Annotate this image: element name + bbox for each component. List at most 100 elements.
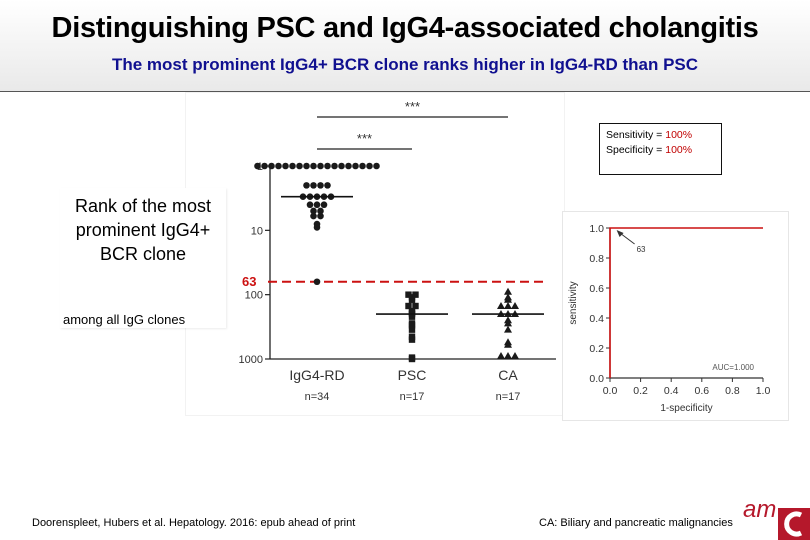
scatter-chart: 1101001000IgG4-RDn=34PSCn=17CAn=17******… <box>239 99 556 403</box>
data-point <box>408 296 416 303</box>
data-point <box>504 295 512 303</box>
amc-logo: am <box>741 493 810 540</box>
data-point <box>317 212 324 220</box>
data-point <box>366 162 373 170</box>
roc-auc-label: AUC=1.000 <box>712 363 754 372</box>
data-point <box>408 336 416 343</box>
data-point <box>511 301 519 309</box>
data-point <box>408 326 416 333</box>
data-point <box>504 319 512 327</box>
data-point <box>275 162 282 170</box>
roc-chart: 0.0 0.2 0.4 0.6 0.8 1.0 0.0 0.2 0.4 0.6 0.8 1.0 1-sp… <box>568 223 771 414</box>
data-point <box>352 162 359 170</box>
data-point <box>345 162 352 170</box>
logo-text: am <box>743 496 776 523</box>
footnote: CA: Biliary and pancreatic malignancies <box>539 517 733 529</box>
roc-y-tick-label: 0.8 <box>589 253 604 265</box>
data-point <box>408 355 416 363</box>
data-point <box>497 352 505 360</box>
group-count-label: n=17 <box>496 391 521 403</box>
data-point <box>504 301 512 309</box>
group-count-label: n=17 <box>400 391 425 403</box>
data-point <box>504 287 512 295</box>
scatter-panel: 1101001000IgG4-RDn=34PSCn=17CAn=17******… <box>186 93 564 415</box>
citation: Doorenspleet, Hubers et al. Hepatology. … <box>32 517 356 529</box>
group-count-label: n=34 <box>305 391 330 403</box>
data-point <box>261 162 268 170</box>
roc-x-tick-label: 0.0 <box>603 385 618 397</box>
data-point <box>317 182 324 189</box>
roc-curve <box>609 227 763 378</box>
data-point <box>373 162 380 170</box>
roc-y-tick-label: 0.4 <box>589 313 604 325</box>
data-point <box>324 182 331 189</box>
roc-x-tick-label: 0.8 <box>725 385 740 397</box>
data-point <box>310 182 317 189</box>
roc-x-tick-label: 1.0 <box>756 385 771 397</box>
data-point <box>313 278 321 286</box>
specificity-value: 100% <box>665 144 693 156</box>
data-point <box>320 201 328 209</box>
data-point <box>310 162 317 170</box>
data-point <box>412 291 419 298</box>
roc-y-tick-label: 0.2 <box>589 343 604 355</box>
data-point <box>511 352 519 360</box>
data-point <box>254 162 261 170</box>
logo-c-mark <box>784 511 803 537</box>
x-tick-label: PSC <box>398 367 427 383</box>
specificity-label: Specificity = <box>606 144 666 156</box>
roc-x-tick-label: 0.6 <box>694 385 709 397</box>
data-point <box>282 162 289 170</box>
data-point <box>310 212 317 220</box>
y-axis-label-box: Rank of the most prominent IgG4+ BCR clo… <box>60 188 226 328</box>
roc-y-axis-label: sensitivity <box>568 281 579 324</box>
data-point <box>310 207 317 215</box>
y-axis-label: Rank of the most prominent IgG4+ BCR clo… <box>74 196 212 264</box>
data-point <box>504 340 512 348</box>
data-point <box>331 162 338 170</box>
data-point <box>359 162 366 170</box>
data-point <box>497 301 505 309</box>
x-tick-label: IgG4-RD <box>289 367 344 383</box>
data-point <box>317 207 324 215</box>
data-point <box>412 302 419 310</box>
slide-subtitle: The most prominent IgG4+ BCR clone ranks… <box>111 55 699 74</box>
slide-title: Distinguishing PSC and IgG4-associated c… <box>51 12 759 44</box>
data-point <box>303 162 310 170</box>
data-point <box>303 182 310 189</box>
roc-x-axis-label: 1-specificity <box>660 403 712 414</box>
data-point <box>268 162 275 170</box>
roc-x-tick-label: 0.2 <box>633 385 648 397</box>
y-axis-sublabel: among all IgG clones <box>63 312 186 327</box>
roc-y-tick-label: 0.0 <box>589 373 604 385</box>
y-tick-label: 100 <box>245 290 263 302</box>
data-point <box>289 162 296 170</box>
sensitivity-line: Sensitivity = 100% <box>606 128 721 143</box>
specificity-line: Specificity = 100% <box>606 143 721 158</box>
data-point <box>405 302 412 310</box>
x-tick-label: CA <box>498 367 518 383</box>
threshold-label: 63 <box>242 274 256 289</box>
data-point <box>313 201 321 209</box>
roc-annotation-arrowhead <box>616 230 624 237</box>
data-point <box>504 352 512 360</box>
sensitivity-label: Sensitivity = <box>606 129 666 141</box>
data-point <box>296 162 303 170</box>
roc-y-tick-label: 1.0 <box>589 223 604 235</box>
significance-label: *** <box>357 131 372 146</box>
sensitivity-box: Sensitivity = 100% Specificity = 100% <box>599 123 722 175</box>
data-point <box>338 162 345 170</box>
roc-annotation-label: 63 <box>637 245 646 254</box>
sensitivity-value: 100% <box>665 129 693 141</box>
data-point <box>324 162 331 170</box>
roc-y-tick-label: 0.6 <box>589 283 604 295</box>
data-point <box>504 325 512 333</box>
data-point <box>306 201 314 209</box>
data-point <box>408 322 416 329</box>
roc-x-tick-label: 0.4 <box>664 385 679 397</box>
data-point <box>317 162 324 170</box>
significance-label: *** <box>405 99 420 114</box>
title-band: Distinguishing PSC and IgG4-associated c… <box>0 0 810 92</box>
roc-panel: 0.0 0.2 0.4 0.6 0.8 1.0 0.0 0.2 0.4 0.6 0.8 1.0 1-sp… <box>563 212 788 420</box>
data-point <box>313 224 321 231</box>
